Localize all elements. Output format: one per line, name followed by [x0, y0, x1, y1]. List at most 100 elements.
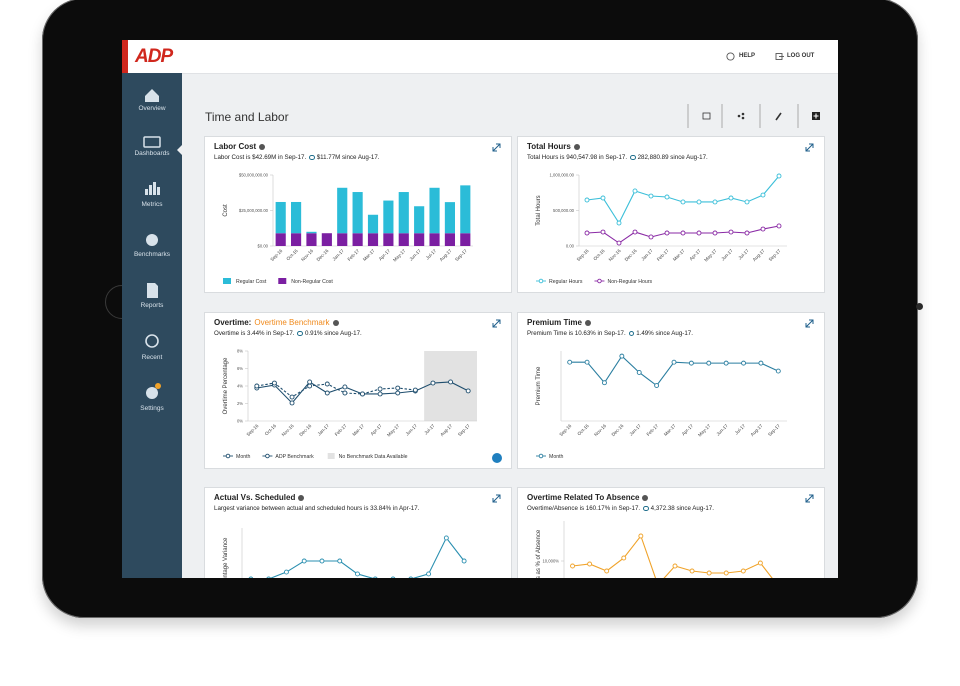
expand-button[interactable] — [805, 143, 814, 152]
calendar-button[interactable] — [702, 112, 711, 120]
x-tick-label: Jan-17 — [317, 423, 331, 437]
data-point — [638, 533, 644, 539]
panel-title: Overtime: Overtime Benchmark — [214, 318, 339, 327]
series-line — [572, 534, 773, 578]
expand-button[interactable] — [492, 319, 501, 328]
sidebar: Overview Dashboards Metrics Benchmarks Repor… — [122, 73, 182, 578]
expand-button[interactable] — [492, 494, 501, 503]
page-title: Time and Labor — [205, 110, 289, 124]
legend-swatch — [223, 278, 231, 284]
panel-title: Premium Time — [527, 318, 591, 327]
data-point — [567, 359, 573, 365]
data-point — [266, 576, 271, 578]
x-tick-label: Sep-16 — [558, 423, 572, 437]
data-point — [337, 558, 343, 564]
data-point — [689, 568, 695, 574]
benchmarks-icon — [146, 234, 158, 246]
x-tick-label: Apr-17 — [688, 248, 702, 262]
data-point — [696, 230, 702, 236]
edit-button[interactable] — [775, 112, 782, 121]
data-point — [696, 199, 702, 205]
chart: Premium Time Sep-16 Oct-16 Nov-16 Dec-16 Jan-… — [536, 319, 814, 460]
bar-segment — [383, 200, 394, 234]
data-point — [584, 230, 590, 236]
bar-segment — [291, 201, 302, 234]
nav-item[interactable]: Recent — [141, 354, 163, 361]
data-point — [324, 390, 330, 396]
help-icon[interactable] — [726, 52, 735, 61]
x-tick-label: Jun-17 — [408, 248, 422, 262]
x-tick-label: Feb-17 — [334, 423, 348, 437]
nav-item[interactable]: Metrics — [141, 201, 163, 208]
bar-segment — [429, 187, 440, 234]
data-point — [465, 388, 471, 394]
legend-label: Regular Cost — [236, 279, 267, 285]
y-tick-label: 8% — [237, 349, 243, 354]
share-button[interactable] — [737, 112, 745, 120]
bar-segment — [398, 233, 409, 246]
data-point — [728, 195, 734, 201]
data-point — [584, 197, 590, 203]
logout-icon[interactable] — [775, 52, 784, 61]
series-line — [586, 175, 780, 225]
panel-title-text: Actual Vs. Scheduled — [214, 493, 296, 502]
nav-item[interactable]: Settings — [140, 405, 164, 412]
change-text: 4,372.38 since Aug-17. — [650, 505, 714, 512]
bar-segment — [444, 202, 455, 234]
chart: Hours as % of Absence 10,000% — [536, 494, 814, 578]
nav-item[interactable]: Benchmarks — [133, 251, 171, 258]
data-point — [616, 220, 622, 226]
y-tick-label: 1,000,000.00 — [550, 173, 575, 178]
data-point — [688, 360, 694, 366]
help-link[interactable]: HELP — [739, 53, 756, 59]
data-point — [621, 555, 627, 561]
nav-item[interactable]: Reports — [140, 302, 164, 309]
logo[interactable]: ADP — [135, 46, 173, 67]
data-point — [744, 230, 750, 236]
subtitle-text: Total Hours is 940,547.98 in Sep-17. — [527, 154, 628, 161]
info-icon — [642, 494, 649, 501]
bar-segment — [306, 233, 317, 246]
y-tick-label: 10,000% — [542, 559, 559, 564]
series-line — [256, 382, 416, 398]
bar-segment — [352, 233, 363, 246]
data-point — [654, 383, 660, 388]
x-tick-label: Sep-16 — [245, 423, 259, 437]
x-tick-label: Dec-16 — [624, 248, 638, 262]
data-point — [342, 390, 348, 396]
x-tick-label: Jul-17 — [734, 423, 747, 436]
screen: ADP HELP LOG OUT Overview Dashboards Metri… — [122, 40, 838, 578]
expand-button[interactable] — [805, 494, 814, 503]
data-point — [680, 199, 686, 205]
data-point — [760, 226, 766, 232]
bar-segment — [352, 192, 363, 234]
data-point — [706, 570, 712, 576]
x-tick-label: Nov-16 — [281, 423, 295, 437]
data-point — [672, 563, 678, 569]
data-point — [408, 576, 414, 578]
data-point — [723, 360, 729, 366]
expand-button[interactable] — [805, 319, 814, 328]
x-tick-label: Aug-17 — [439, 423, 453, 437]
swap-button[interactable] — [492, 453, 502, 463]
data-point — [360, 391, 365, 397]
x-tick-label: Apr-17 — [681, 423, 695, 437]
data-point — [395, 385, 401, 391]
bar-segment — [414, 206, 425, 234]
settings-badge — [155, 383, 161, 389]
benchmark-link[interactable]: Overtime Benchmark — [254, 318, 330, 327]
bar-segment — [306, 231, 317, 234]
y-axis-label: Premium Time — [536, 366, 542, 405]
y-tick-label: 500,000.00 — [553, 208, 575, 213]
data-point — [648, 234, 654, 240]
data-point — [390, 576, 396, 578]
expand-button[interactable] — [492, 143, 501, 152]
legend-swatch — [538, 278, 544, 284]
camera — [916, 303, 923, 310]
data-point — [604, 568, 610, 574]
nav-item[interactable]: Overview — [138, 105, 166, 112]
logout-link[interactable]: LOG OUT — [787, 53, 815, 59]
change-text: 1.49% since Aug-17. — [636, 330, 693, 337]
nav-item[interactable]: Dashboards — [134, 150, 170, 157]
x-tick-label: Sep-16 — [269, 248, 283, 262]
